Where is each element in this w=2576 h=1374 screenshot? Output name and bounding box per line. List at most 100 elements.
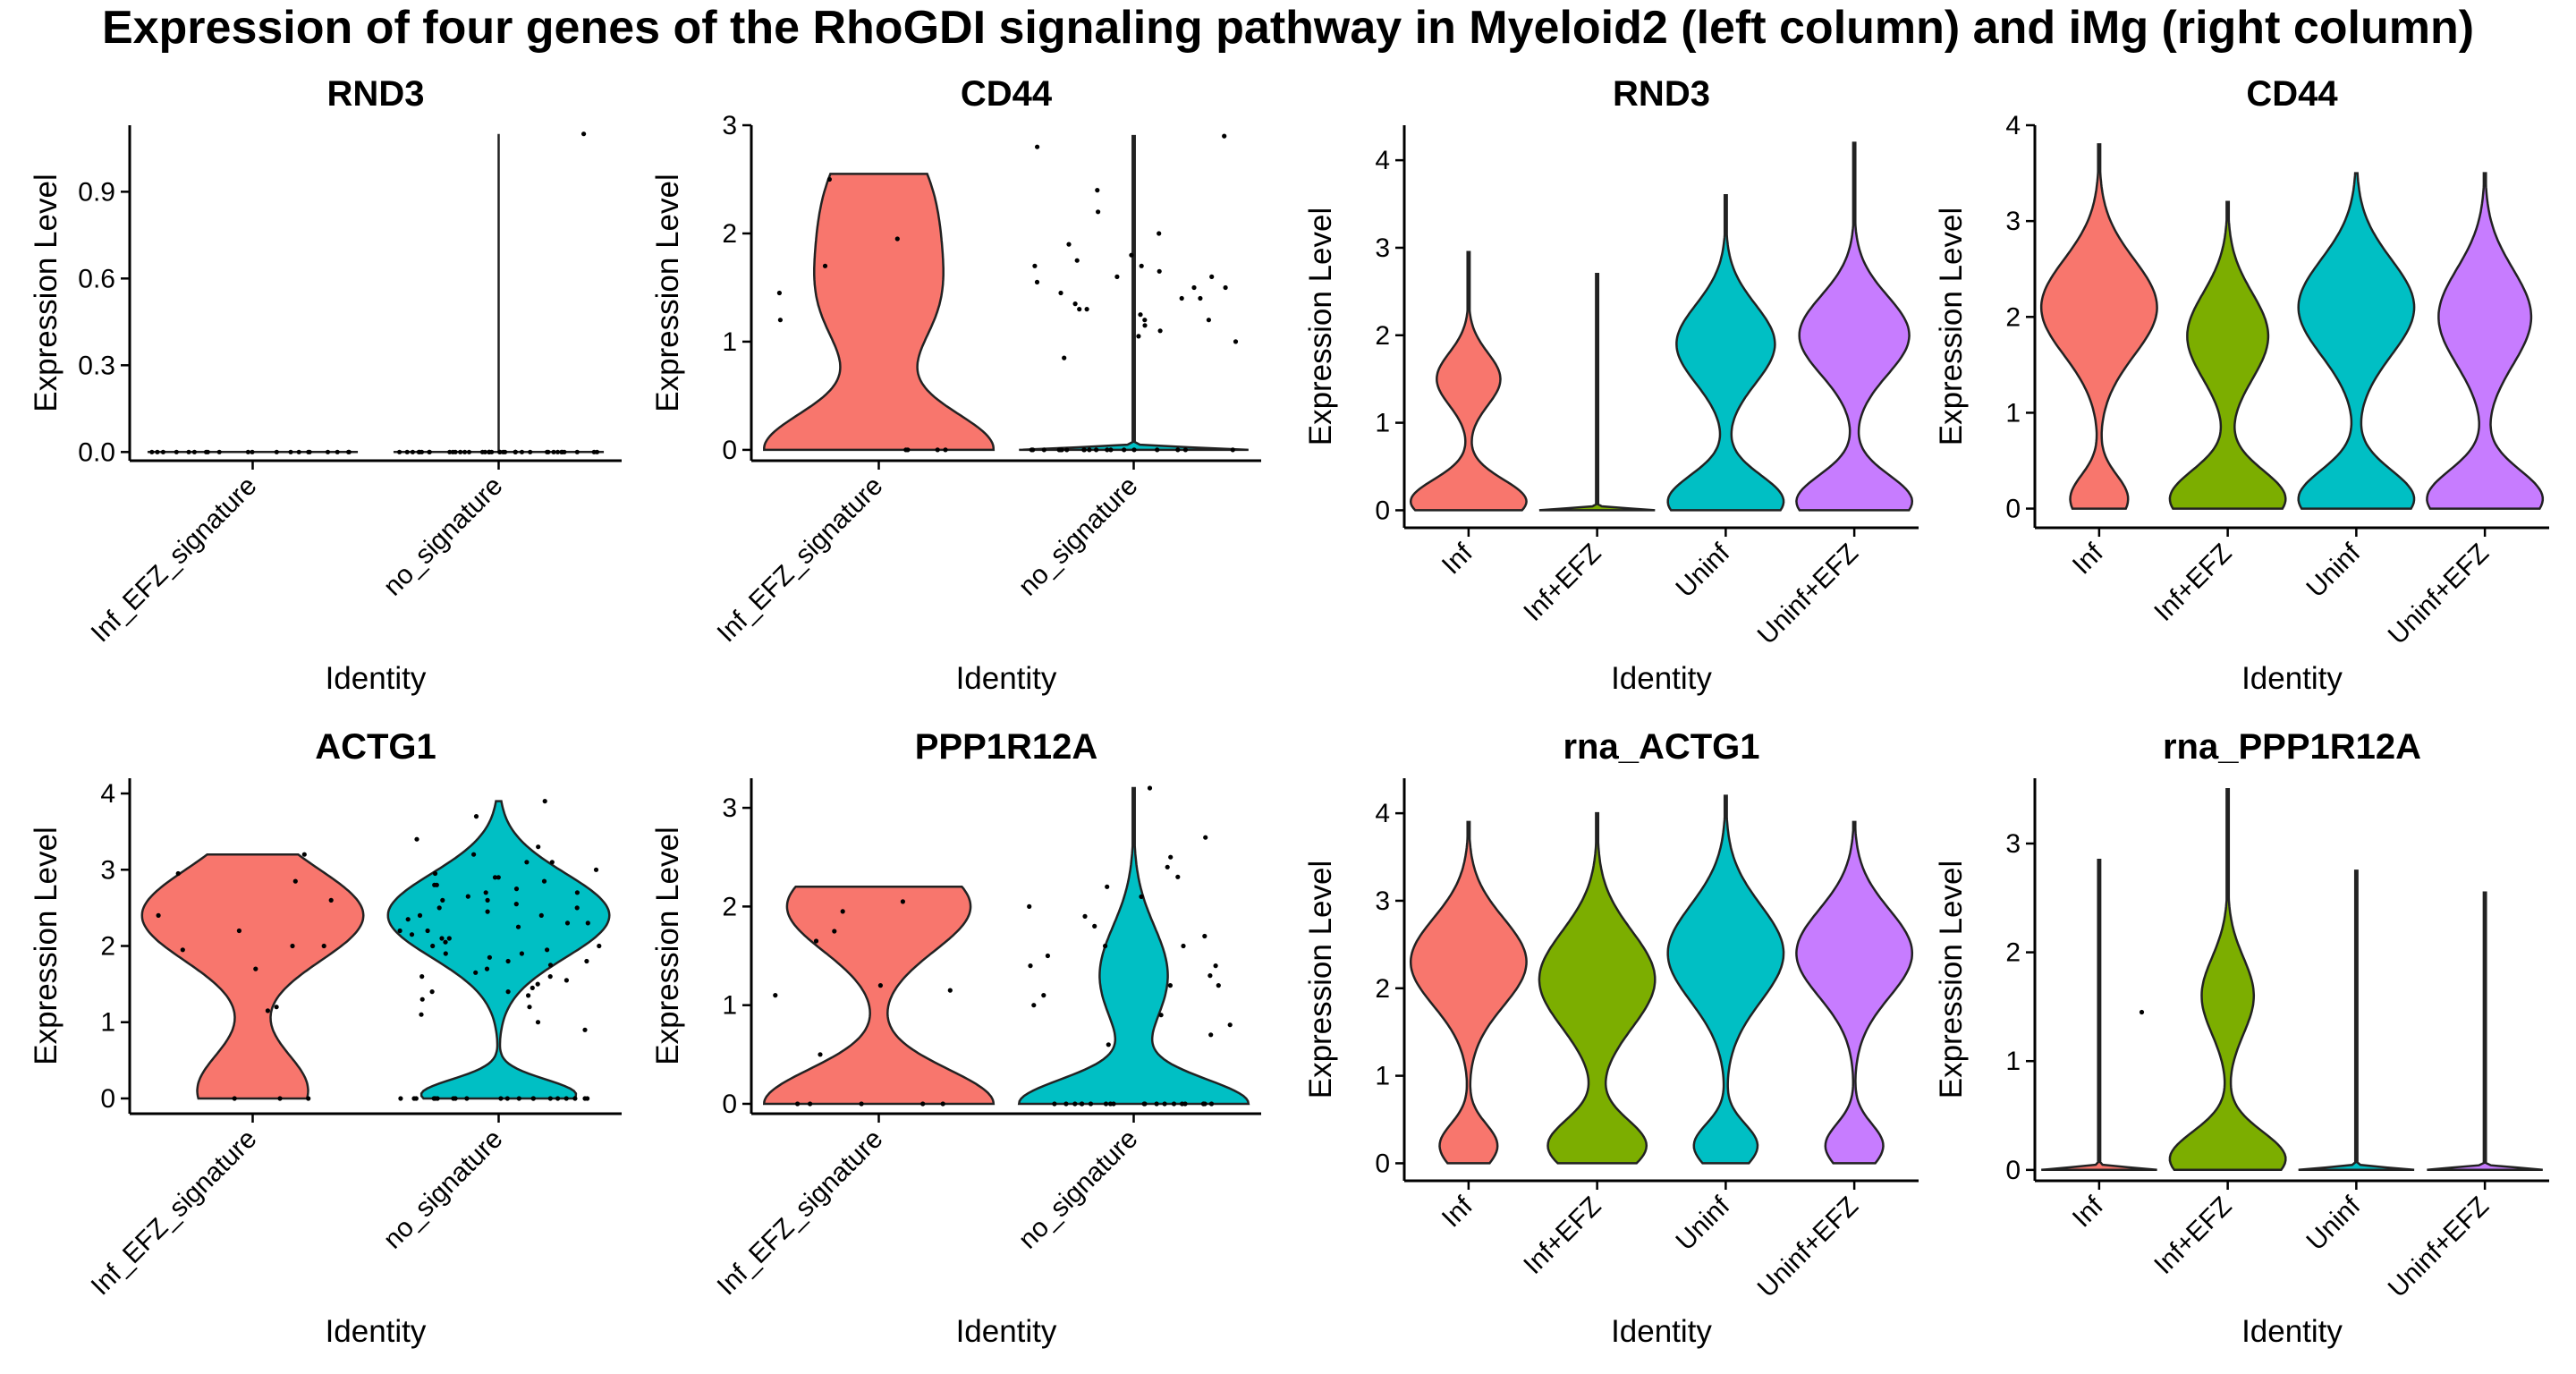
panel-ppp1r12a-5: PPP1R12A 0 1 2 3 Inf_EFZ_signature no_signatur… — [650, 727, 1261, 1349]
x-tick-label-uninf: Uninf — [1670, 538, 1735, 603]
data-point — [253, 966, 258, 971]
data-point — [582, 1096, 588, 1101]
data-point — [1165, 864, 1170, 869]
y-tick-label: 1 — [2005, 1047, 2021, 1076]
x-axis-title: Identity — [2241, 661, 2343, 696]
violin-inf — [2039, 143, 2158, 510]
data-point — [818, 1052, 823, 1057]
data-point — [813, 938, 819, 944]
violin-inf-efz-signature — [763, 173, 996, 452]
data-point — [542, 799, 547, 804]
data-point — [1138, 312, 1143, 318]
data-point — [528, 449, 533, 454]
data-point — [1028, 963, 1033, 969]
data-point — [1041, 447, 1046, 453]
data-point — [434, 882, 439, 887]
data-point — [1139, 263, 1144, 268]
violin-uninf — [1666, 794, 1785, 1165]
data-point — [292, 878, 298, 884]
data-point — [1175, 874, 1181, 879]
data-point — [1084, 307, 1089, 312]
y-tick-label: 4 — [1375, 146, 1390, 175]
data-point — [440, 897, 445, 903]
data-point — [1182, 447, 1188, 453]
figure-title: Expression of four genes of the RhoGDI s… — [102, 2, 2474, 54]
data-point — [410, 449, 415, 454]
data-point — [593, 867, 599, 872]
data-point — [155, 449, 160, 454]
violin-inf — [1409, 820, 1528, 1165]
data-point — [513, 449, 518, 454]
violin-inf-efz — [1538, 811, 1657, 1165]
data-point — [205, 449, 210, 454]
data-point — [547, 1096, 553, 1101]
data-point — [417, 912, 423, 918]
violin-uninf-efz — [1795, 820, 1914, 1165]
data-point — [1081, 447, 1087, 453]
data-point — [236, 928, 242, 934]
data-point — [1167, 983, 1173, 988]
data-point — [1082, 913, 1088, 919]
data-point — [325, 449, 331, 454]
data-point — [943, 447, 948, 453]
data-point — [505, 989, 511, 995]
data-point — [1122, 447, 1127, 453]
y-tick-label: 0 — [2005, 1156, 2021, 1185]
x-tick-label-uninf-efz: Uninf+EFZ — [2383, 1192, 2495, 1303]
data-point — [1198, 295, 1203, 301]
data-point — [574, 449, 580, 454]
x-tick-label-inf-efz-signature: Inf_EFZ_signature — [86, 1124, 263, 1302]
data-point — [585, 920, 590, 926]
x-tick-label-inf-efz-signature: Inf_EFZ_signature — [712, 471, 889, 649]
data-point — [1111, 1101, 1116, 1107]
data-point — [795, 1101, 801, 1107]
data-point — [1087, 447, 1092, 453]
data-point — [530, 985, 535, 990]
data-point — [564, 1096, 569, 1101]
data-point — [274, 449, 279, 454]
data-point — [581, 131, 587, 137]
data-point — [555, 449, 561, 454]
x-tick-label-uninf-efz: Uninf+EFZ — [1752, 539, 1864, 650]
data-point — [527, 1005, 532, 1010]
data-point — [1142, 1101, 1148, 1107]
data-point — [935, 447, 940, 453]
data-point — [2139, 1009, 2145, 1015]
data-point — [1139, 894, 1144, 900]
violin-uninf-efz — [2427, 891, 2543, 1172]
data-point — [1202, 933, 1208, 939]
data-point — [473, 970, 479, 975]
data-point — [439, 936, 445, 941]
data-point — [1182, 1101, 1188, 1107]
y-tick-label: 0 — [722, 1090, 737, 1119]
data-point — [1045, 953, 1050, 959]
violin-no-signature — [1017, 786, 1250, 1106]
data-point — [776, 290, 783, 296]
data-point — [1168, 854, 1174, 860]
data-point — [524, 860, 530, 865]
data-point — [1136, 334, 1141, 339]
y-tick-label: 0 — [100, 1084, 115, 1114]
data-point — [1041, 993, 1046, 998]
data-point — [1103, 943, 1108, 949]
data-point — [582, 1027, 588, 1032]
data-point — [306, 1096, 311, 1101]
panel-title: rna_ACTG1 — [1563, 727, 1759, 767]
data-point — [1213, 963, 1218, 969]
data-point — [321, 943, 326, 949]
data-point — [328, 897, 334, 903]
data-point — [1103, 1101, 1109, 1107]
data-point — [905, 447, 911, 453]
y-tick-label: 0 — [722, 436, 737, 465]
panels: RND3 0.0 0.3 0.6 0.9 Inf_EFZ_signature no_sign… — [29, 74, 2549, 1349]
data-point — [1203, 835, 1208, 840]
data-point — [397, 449, 402, 454]
data-point — [1208, 1032, 1214, 1038]
y-tick-label: 3 — [1375, 233, 1390, 263]
y-axis-title: Expression Level — [1303, 861, 1338, 1099]
x-tick-label-uninf: Uninf — [2301, 1191, 2366, 1256]
x-tick-label-inf-efz: Inf+EFZ — [2148, 539, 2237, 627]
data-point — [513, 902, 519, 907]
data-point — [920, 1101, 926, 1107]
data-point — [473, 814, 479, 819]
